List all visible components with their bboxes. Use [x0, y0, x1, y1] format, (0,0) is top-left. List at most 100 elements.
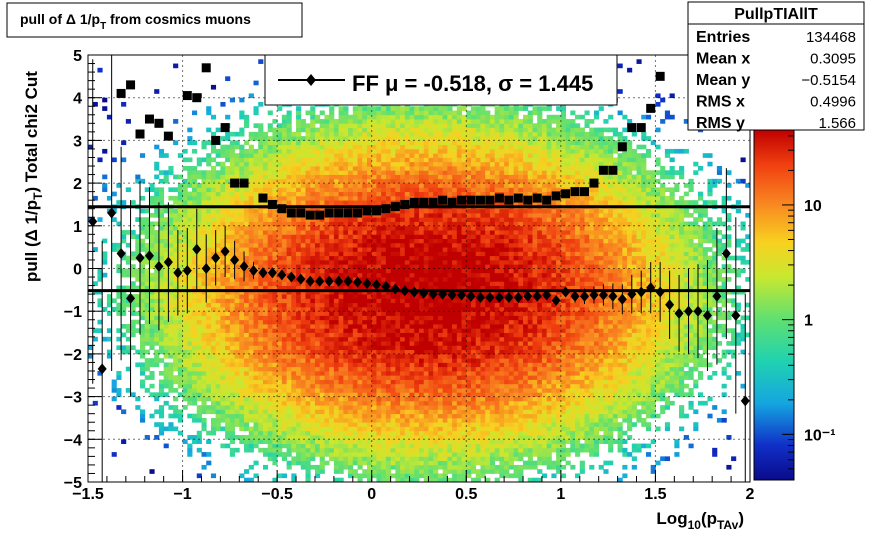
heatmap-cell — [371, 469, 377, 474]
heatmap-cell — [253, 166, 259, 171]
heatmap-cell — [262, 131, 269, 137]
heatmap-cell — [286, 328, 292, 333]
heatmap-cell — [362, 392, 368, 397]
heatmap-cell — [343, 114, 349, 120]
heatmap-cell — [385, 358, 392, 363]
heatmap-cell — [376, 195, 382, 201]
heatmap-cell — [352, 426, 358, 432]
heatmap-cell — [291, 409, 297, 415]
heatmap-cell — [125, 255, 131, 261]
heatmap-cell — [244, 298, 250, 304]
heatmap-cell — [229, 332, 235, 338]
heatmap-cell — [400, 281, 406, 286]
heatmap-cell — [225, 221, 231, 227]
heatmap-cell — [239, 392, 245, 397]
heatmap-cell — [376, 328, 382, 333]
heatmap-cell — [324, 157, 330, 163]
heatmap-cell — [239, 200, 245, 205]
heatmap-cell — [400, 388, 406, 393]
heatmap-cell — [423, 272, 429, 278]
heatmap-cell — [314, 195, 321, 201]
heatmap-cell — [305, 153, 311, 158]
heatmap-cell — [305, 195, 311, 201]
heatmap-cell — [395, 131, 401, 137]
heatmap-cell — [362, 148, 368, 154]
heatmap-cell — [215, 294, 221, 299]
heatmap-cell — [428, 277, 434, 282]
heatmap-cell — [163, 174, 169, 180]
heatmap-cell — [305, 131, 311, 137]
heatmap-cell — [215, 349, 221, 355]
heatmap-cell — [248, 161, 254, 167]
heatmap-cell — [201, 174, 207, 180]
heatmap-cell — [248, 166, 254, 171]
heatmap-cell — [329, 345, 335, 351]
heatmap-cell — [300, 328, 306, 333]
heatmap-cell — [404, 460, 410, 466]
heatmap-cell — [253, 358, 259, 363]
heatmap-cell — [400, 298, 406, 304]
heatmap-cell — [305, 464, 311, 470]
heatmap-cell — [329, 298, 335, 304]
heatmap-cell — [225, 370, 231, 376]
heatmap-cell — [357, 264, 363, 269]
heatmap-cell — [419, 345, 425, 351]
heatmap-cell — [149, 341, 155, 346]
heatmap-cell — [272, 349, 278, 355]
heatmap-cell — [144, 217, 150, 222]
heatmap-cell — [296, 161, 302, 167]
heatmap-cell — [144, 332, 150, 338]
heatmap-cell — [281, 170, 287, 175]
heatmap-cell — [220, 191, 226, 197]
heatmap-cell — [215, 170, 221, 175]
heatmap-cell — [220, 144, 226, 150]
heatmap-cell — [192, 183, 198, 188]
heatmap-cell — [319, 405, 325, 410]
heatmap-cell — [371, 345, 377, 351]
heatmap-cell — [300, 247, 306, 252]
heatmap-cell — [281, 413, 287, 419]
heatmap-cell — [158, 426, 165, 432]
heatmap-cell — [428, 268, 434, 274]
heatmap-cell — [154, 332, 160, 338]
heatmap-cell — [362, 195, 368, 201]
heatmap-cell — [277, 413, 283, 419]
heatmap-cell — [258, 212, 264, 218]
heatmap-cell — [404, 336, 410, 342]
heatmap-cell — [158, 242, 165, 248]
heatmap-cell — [182, 294, 188, 299]
heatmap-cell — [338, 230, 344, 235]
heatmap-cell — [206, 195, 212, 201]
heatmap-cell — [404, 114, 410, 120]
heatmap-cell — [348, 336, 354, 342]
heatmap-cell — [343, 161, 349, 167]
heatmap-cell — [149, 358, 155, 363]
heatmap-cell — [210, 178, 217, 184]
heatmap-cell — [400, 127, 406, 133]
heatmap-cell — [144, 234, 150, 240]
heatmap-cell — [258, 59, 264, 64]
heatmap-cell — [428, 170, 434, 175]
heatmap-cell — [404, 119, 410, 124]
heatmap-cell — [310, 238, 316, 244]
heatmap-cell — [300, 302, 306, 308]
heatmap-cell — [206, 157, 212, 163]
heatmap-cell — [187, 136, 193, 141]
heatmap-cell — [400, 238, 406, 244]
heatmap-cell — [262, 221, 269, 227]
heatmap-cell — [343, 409, 349, 415]
heatmap-cell — [433, 319, 439, 325]
heatmap-cell — [210, 200, 217, 205]
heatmap-cell — [419, 277, 425, 282]
heatmap-cell — [352, 234, 358, 240]
heatmap-cell — [324, 251, 330, 257]
heatmap-cell — [229, 161, 235, 167]
heatmap-cell — [196, 328, 202, 333]
heatmap-cell — [357, 144, 363, 150]
heatmap-cell — [215, 277, 221, 282]
heatmap-cell — [419, 238, 425, 244]
heatmap-cell — [258, 422, 264, 427]
heatmap-cell — [225, 183, 231, 188]
heatmap-cell — [177, 255, 183, 261]
heatmap-cell — [300, 405, 306, 410]
